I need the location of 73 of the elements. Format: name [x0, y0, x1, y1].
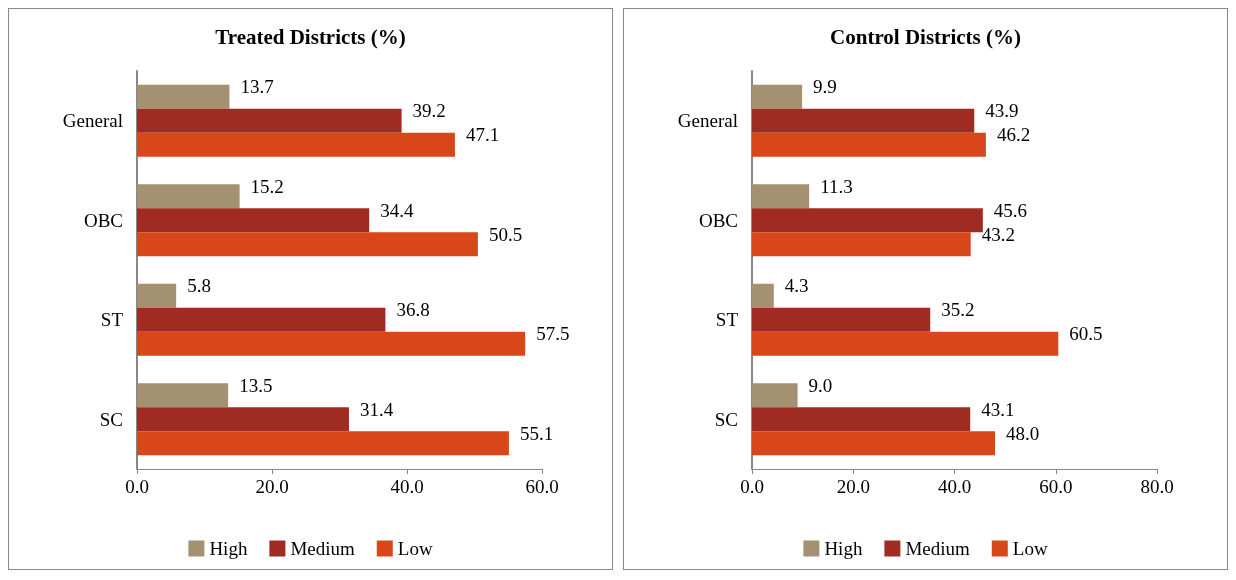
data-label: 50.5 [488, 223, 523, 245]
data-label: 13.5 [239, 374, 273, 396]
legend-label: Low [397, 538, 433, 559]
bar [137, 232, 478, 257]
data-label: 55.1 [519, 422, 554, 444]
data-label: 46.2 [996, 124, 1031, 146]
data-label: 34.4 [380, 199, 414, 221]
data-label: 43.9 [985, 100, 1019, 122]
y-tick-label: OBC [698, 209, 738, 231]
x-tick-label: 60.0 [525, 476, 559, 497]
bar [752, 84, 803, 109]
bar [752, 407, 971, 432]
bar [137, 184, 240, 209]
bar [752, 431, 995, 456]
bar [752, 283, 774, 308]
data-label: 36.8 [396, 299, 430, 321]
data-label: 48.0 [1006, 422, 1040, 444]
y-tick-label: General [62, 110, 123, 132]
x-tick-label: 80.0 [1140, 476, 1174, 497]
data-label: 60.5 [1069, 323, 1103, 345]
legend-label: Medium [290, 538, 355, 559]
y-tick-label: OBC [83, 209, 123, 231]
y-tick-label: SC [99, 408, 123, 430]
bar [137, 84, 230, 109]
data-label: 9.0 [808, 374, 833, 396]
bar [752, 232, 971, 257]
bar [137, 108, 402, 133]
x-tick-label: 20.0 [255, 476, 289, 497]
data-label: 47.1 [465, 124, 500, 146]
data-label: 4.3 [784, 275, 809, 297]
data-label: 39.2 [412, 100, 446, 122]
bar [752, 132, 986, 157]
y-tick-label: ST [100, 309, 124, 331]
data-label: 5.8 [187, 275, 211, 297]
bar [752, 208, 983, 233]
legend-label: Low [1012, 538, 1048, 559]
bar [137, 208, 370, 233]
y-tick-label: General [677, 110, 738, 132]
data-label: 43.2 [981, 223, 1015, 245]
x-tick-label: 0.0 [125, 476, 149, 497]
chart-title: Control Districts (%) [830, 24, 1021, 49]
data-label: 35.2 [941, 299, 975, 321]
y-tick-label: SC [714, 408, 738, 430]
legend-label: High [824, 538, 863, 559]
data-label: 9.9 [813, 76, 837, 98]
bar [752, 108, 975, 133]
data-label: 13.7 [240, 76, 274, 98]
legend-label: High [209, 538, 248, 559]
bar [137, 283, 177, 308]
bar [137, 307, 386, 332]
x-tick-label: 40.0 [937, 476, 972, 497]
data-label: 31.4 [359, 398, 394, 420]
data-label: 45.6 [993, 199, 1028, 221]
chart-title: Treated Districts (%) [215, 24, 406, 49]
x-tick-label: 40.0 [390, 476, 424, 497]
x-tick-label: 20.0 [836, 476, 870, 497]
bar [752, 331, 1059, 356]
bar [137, 331, 526, 356]
y-tick-label: ST [715, 309, 739, 331]
data-label: 43.1 [981, 398, 1015, 420]
bar [752, 307, 931, 332]
bar [752, 383, 798, 408]
bar [752, 184, 810, 209]
bar [137, 431, 509, 456]
x-tick-label: 0.0 [740, 476, 764, 497]
data-label: 57.5 [536, 323, 570, 345]
legend-label: Medium [905, 538, 970, 559]
bar [137, 407, 349, 432]
data-label: 11.3 [820, 175, 853, 197]
x-tick-label: 60.0 [1039, 476, 1073, 497]
bar [137, 132, 455, 157]
data-label: 15.2 [250, 175, 284, 197]
bar [137, 383, 229, 408]
